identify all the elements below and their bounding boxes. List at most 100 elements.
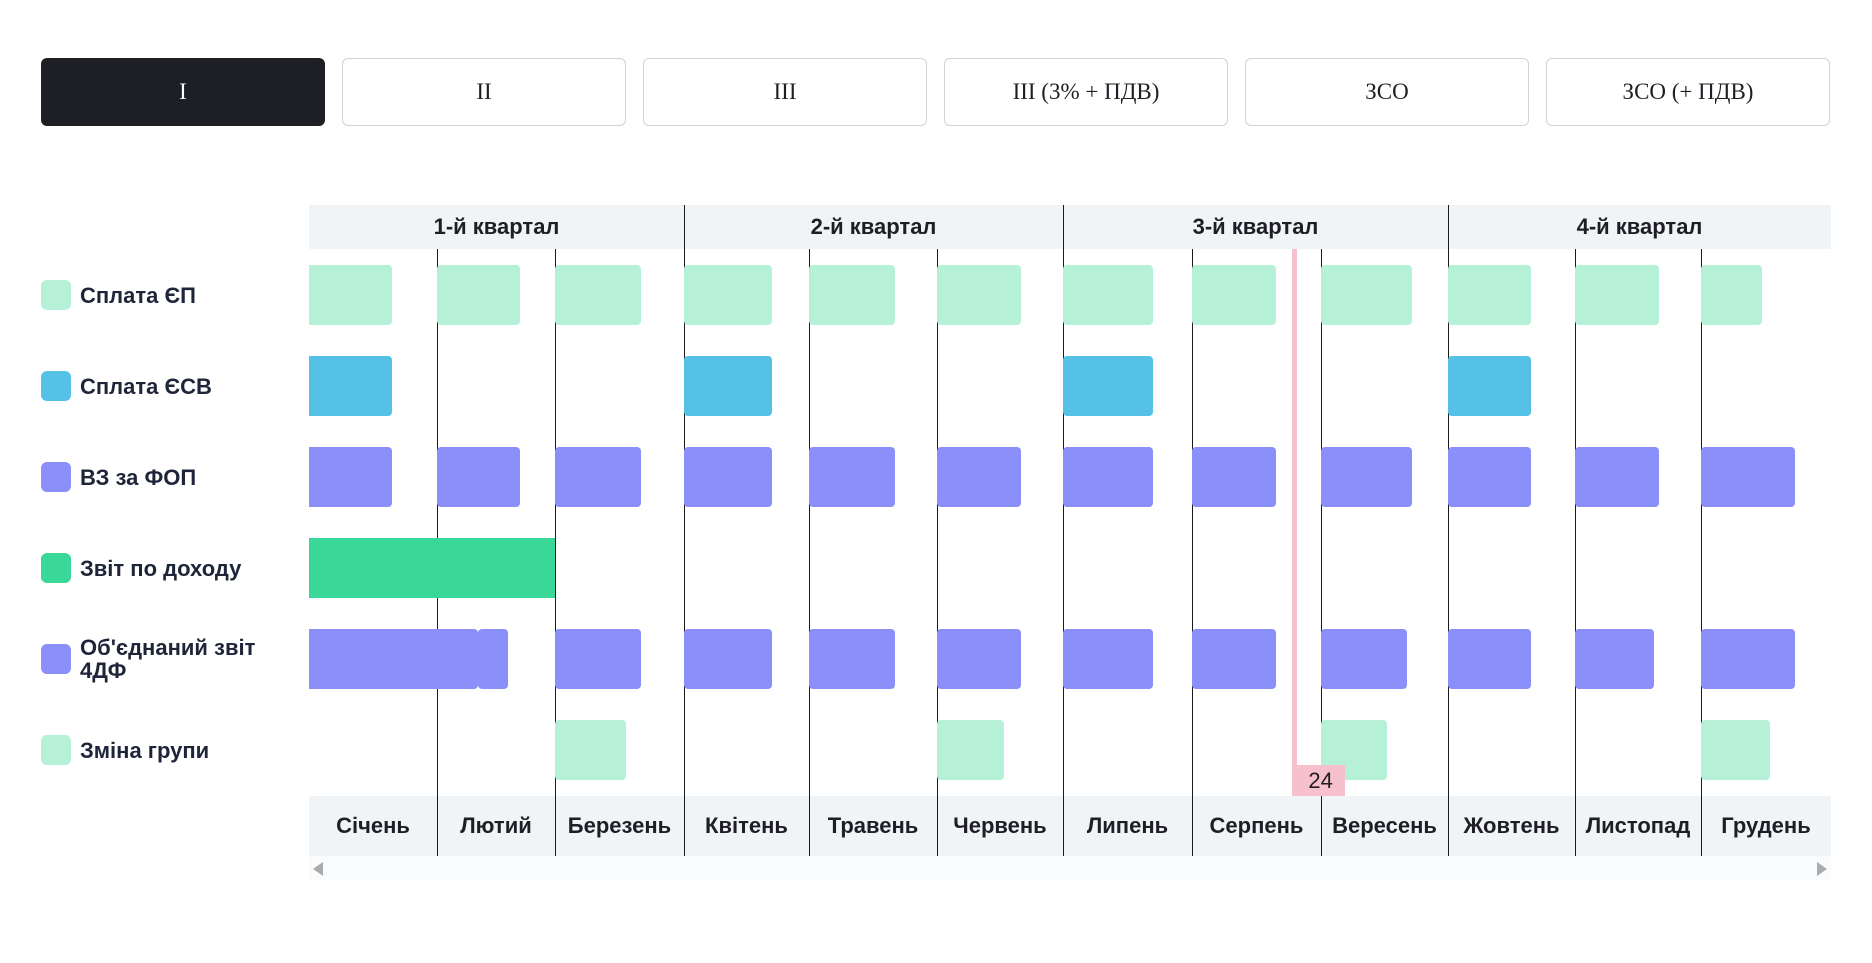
month-header: Жовтень — [1448, 796, 1575, 856]
today-marker — [1291, 249, 1297, 796]
gantt-bar[interactable] — [1575, 629, 1655, 689]
tab-group-2[interactable]: II — [342, 58, 626, 126]
month-header: Квітень — [684, 796, 809, 856]
month-header: Вересень — [1321, 796, 1448, 856]
quarter-header: 2-й квартал — [684, 205, 1063, 249]
gantt-bar[interactable] — [1063, 629, 1154, 689]
month-header: Січень — [309, 796, 437, 856]
gantt-bar[interactable] — [1701, 447, 1795, 507]
gantt-bar[interactable] — [555, 265, 642, 325]
month-divider — [937, 249, 938, 856]
month-header: Червень — [937, 796, 1063, 856]
gantt-bar[interactable] — [684, 447, 772, 507]
tab-zso[interactable]: ЗСО — [1245, 58, 1529, 126]
gantt-bar[interactable] — [1321, 265, 1413, 325]
gantt-bar[interactable] — [1321, 629, 1408, 689]
gantt-bar[interactable] — [809, 629, 895, 689]
tab-group-1[interactable]: I — [41, 58, 325, 126]
gantt-bar[interactable] — [478, 629, 508, 689]
row-label: Зміна групи — [41, 720, 280, 780]
today-badge: 24 — [1296, 765, 1345, 796]
gantt-bar[interactable] — [437, 265, 520, 325]
month-divider — [684, 205, 685, 856]
month-header: Грудень — [1701, 796, 1831, 856]
row-label: Сплата ЄП — [41, 265, 280, 325]
gantt-bar[interactable] — [555, 720, 626, 780]
month-divider — [1448, 205, 1449, 856]
month-header: Листопад — [1575, 796, 1701, 856]
tab-zso-vat[interactable]: ЗСО (+ ПДВ) — [1546, 58, 1830, 126]
gantt-bar[interactable] — [937, 447, 1022, 507]
legend-swatch — [41, 735, 71, 765]
row-label-text: Сплата ЄП — [80, 282, 196, 308]
month-divider — [1192, 249, 1193, 856]
legend-swatch — [41, 371, 71, 401]
month-header: Липень — [1063, 796, 1192, 856]
tab-group-3-vat[interactable]: III (3% + ПДВ) — [944, 58, 1228, 126]
month-header: Травень — [809, 796, 937, 856]
scroll-left-icon[interactable] — [313, 862, 323, 876]
gantt-bar[interactable] — [937, 265, 1022, 325]
gantt-bar[interactable] — [309, 447, 393, 507]
month-divider — [555, 249, 556, 856]
gantt-bar[interactable] — [1448, 265, 1531, 325]
legend-swatch — [41, 462, 71, 492]
gantt-bar[interactable] — [437, 447, 520, 507]
gantt-bar[interactable] — [937, 629, 1022, 689]
gantt-bar[interactable] — [1063, 447, 1154, 507]
gantt-bar[interactable] — [684, 265, 772, 325]
gantt-bar[interactable] — [809, 447, 895, 507]
gantt-bar[interactable] — [809, 265, 895, 325]
row-label-text: Зміна групи — [80, 737, 210, 763]
quarter-header: 1-й квартал — [309, 205, 684, 249]
legend-swatch — [41, 644, 71, 674]
gantt-bar[interactable] — [1063, 356, 1154, 416]
gantt-bar[interactable] — [1575, 447, 1660, 507]
month-divider — [1575, 249, 1576, 856]
row-label: ВЗ за ФОП — [41, 447, 280, 507]
row-label-text: Сплата ЄСВ — [80, 373, 212, 399]
gantt-bar[interactable] — [1575, 265, 1660, 325]
gantt-bar[interactable] — [555, 629, 642, 689]
quarter-header: 4-й квартал — [1448, 205, 1831, 249]
gantt-bar[interactable] — [1448, 356, 1531, 416]
gantt-bar[interactable] — [684, 356, 772, 416]
gantt-bar[interactable] — [1448, 447, 1531, 507]
scroll-right-icon[interactable] — [1817, 862, 1827, 876]
month-divider — [1063, 205, 1064, 856]
gantt-bar[interactable] — [309, 538, 555, 598]
quarter-header: 3-й квартал — [1063, 205, 1448, 249]
gantt-bar[interactable] — [1063, 265, 1154, 325]
month-divider — [809, 249, 810, 856]
gantt-bar[interactable] — [1448, 629, 1531, 689]
month-header: Серпень — [1192, 796, 1321, 856]
gantt-bar[interactable] — [1701, 629, 1795, 689]
month-divider — [1321, 249, 1322, 856]
legend-swatch — [41, 280, 71, 310]
row-label: Звіт по доходу — [41, 538, 280, 598]
gantt-bar[interactable] — [555, 447, 642, 507]
gantt-bar[interactable] — [1701, 265, 1763, 325]
row-label: Об'єднаний звіт 4ДФ — [41, 629, 280, 689]
tab-group-3[interactable]: III — [643, 58, 927, 126]
gantt-bar[interactable] — [309, 265, 393, 325]
gantt-bar[interactable] — [309, 629, 479, 689]
gantt-bar[interactable] — [1701, 720, 1770, 780]
row-label: Сплата ЄСВ — [41, 356, 280, 416]
group-tabs: I II III III (3% + ПДВ) ЗСО ЗСО (+ ПДВ) — [41, 58, 1831, 128]
gantt-bar[interactable] — [1192, 447, 1276, 507]
legend-swatch — [41, 553, 71, 583]
month-header: Березень — [555, 796, 684, 856]
gantt-bar[interactable] — [684, 629, 772, 689]
row-label-text: Звіт по доходу — [80, 555, 242, 581]
gantt-bar[interactable] — [309, 356, 393, 416]
gantt-bar[interactable] — [1192, 265, 1276, 325]
gantt-bar[interactable] — [1192, 629, 1276, 689]
gantt-bar[interactable] — [937, 720, 1004, 780]
row-label-text: ВЗ за ФОП — [80, 464, 197, 490]
gantt-bar[interactable] — [1321, 447, 1413, 507]
month-header: Лютий — [437, 796, 555, 856]
month-divider — [1701, 249, 1702, 856]
horizontal-scrollbar[interactable] — [309, 856, 1831, 880]
